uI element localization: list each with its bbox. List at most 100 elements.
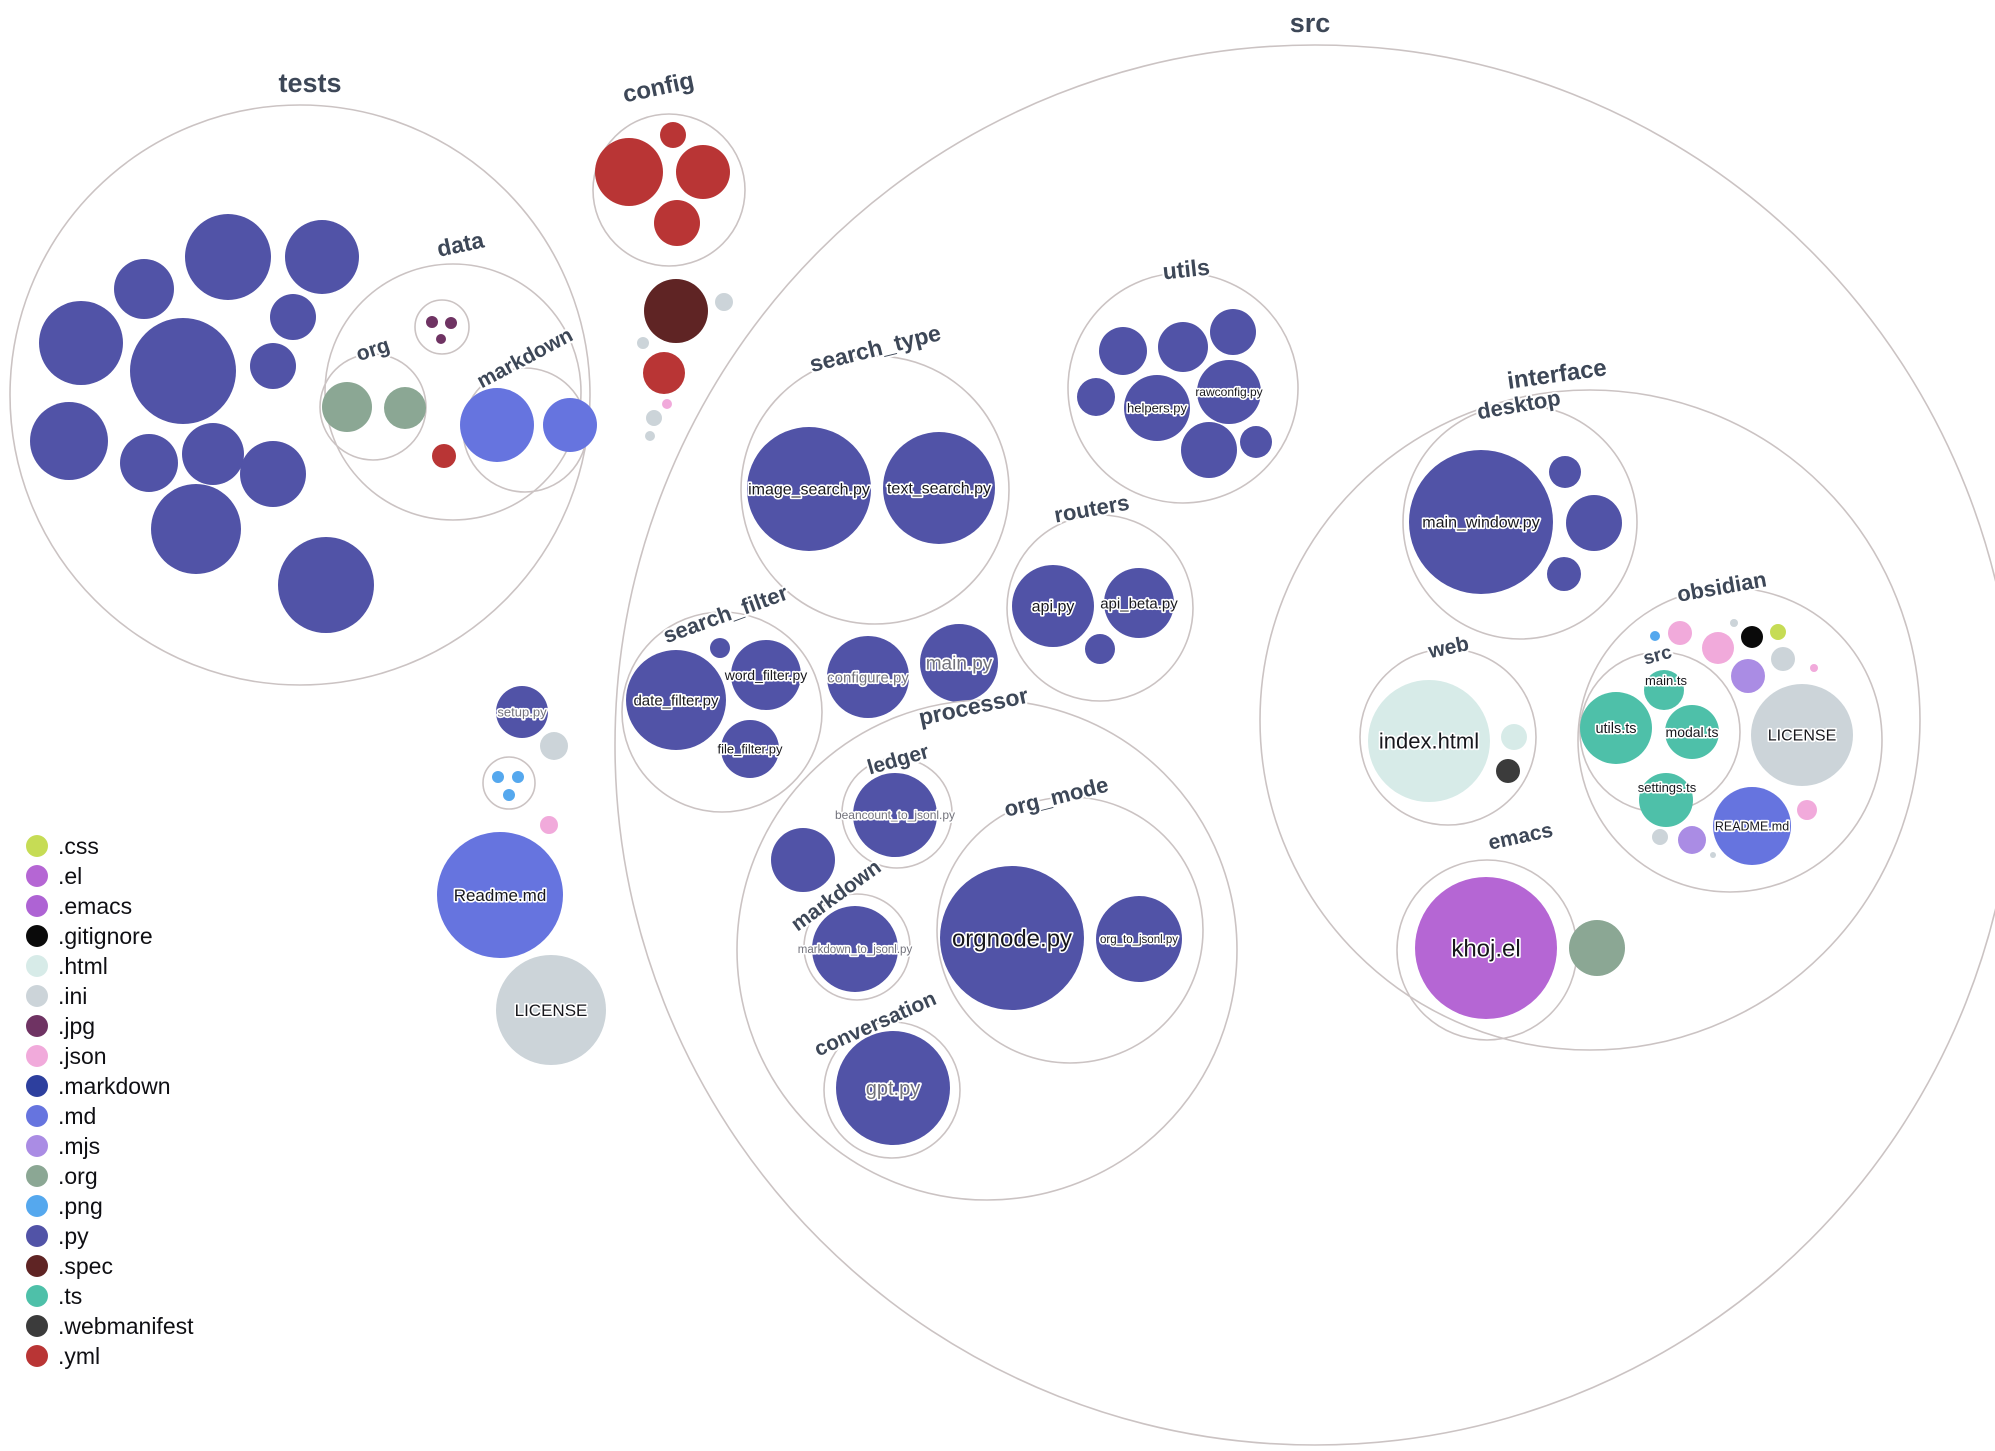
root-json-2: [540, 816, 558, 834]
web-webmanifest-1: [1496, 759, 1520, 783]
file-configure-py-label: configure.py: [827, 669, 909, 686]
file-obsidian-license-label: LICENSE: [1768, 728, 1836, 745]
legend-label-gitignore: .gitignore: [58, 923, 153, 949]
legend-label-jpg: .jpg: [58, 1013, 95, 1039]
root-png-2: [512, 771, 524, 783]
file-main-py: [920, 624, 998, 702]
tests-py-9: [120, 434, 178, 492]
legend-label-yml: .yml: [58, 1343, 100, 1369]
desktop-py-3: [1547, 557, 1581, 591]
file-main-ts: [1644, 670, 1684, 710]
file-file-filter-py: [721, 720, 779, 778]
root-json-1: [662, 399, 672, 409]
dir-search-type-label: search_type: [807, 319, 944, 377]
dir-desktop-circle: [1402, 404, 1638, 640]
dir-tests-label: tests: [278, 68, 341, 98]
legend-dot-png: [26, 1195, 48, 1217]
legend-dot-el: [26, 865, 48, 887]
file-obsidian-readme-md-label: README.md: [1715, 819, 1789, 833]
obsidian-json-4: [1797, 800, 1817, 820]
config-yml-2: [660, 122, 686, 148]
legend-dot-ts: [26, 1285, 48, 1307]
obsidian-mjs-1: [1731, 659, 1765, 693]
file-modal-ts-label: modal.ts: [1666, 724, 1719, 740]
legend-dot-jpg: [26, 1015, 48, 1037]
data-org-file-1: [322, 382, 372, 432]
data-md-1: [460, 388, 534, 462]
dir-search-filter-circle: [621, 611, 823, 813]
tests-py-10: [182, 423, 244, 485]
root-ini-5: [540, 732, 568, 760]
root-ini-2: [637, 337, 649, 349]
root-spec-file: [644, 279, 708, 343]
file-beancount-to-jsonl-py-label: beancount_to_jsonl.py: [835, 808, 955, 822]
dir-data-markdown-label: markdown: [473, 323, 577, 393]
utils-py-2: [1158, 322, 1208, 372]
legend-label-el: .el: [58, 863, 82, 889]
root-png-3: [503, 789, 515, 801]
tests-py-13: [278, 537, 374, 633]
file-khoj-el: [1415, 877, 1557, 1019]
file-date-filter-py-label: date_filter.py: [633, 692, 719, 709]
legend-label-json: .json: [58, 1043, 107, 1069]
file-readme-md: [437, 832, 563, 958]
tests-py-1: [185, 214, 271, 300]
file-helpers-py-label: helpers.py: [1127, 401, 1187, 416]
obsidian-mjs-2: [1678, 826, 1706, 854]
tests-py-11: [240, 441, 306, 507]
obsidian-json-1: [1668, 621, 1692, 645]
legend-label-ts: .ts: [58, 1283, 82, 1309]
legend-label-css: .css: [58, 833, 99, 859]
circles-layer: [9, 44, 1995, 1446]
file-text-search-py: [883, 432, 995, 544]
file-markdown-to-jsonl-py-label: markdown_to_jsonl.py: [798, 944, 913, 956]
legend-label-org: .org: [58, 1163, 98, 1189]
file-index-html-label: index.html: [1379, 729, 1479, 754]
config-yml-3: [676, 145, 730, 199]
routers-py-1: [1085, 634, 1115, 664]
data-md-2: [543, 398, 597, 452]
file-orgnode-py: [940, 866, 1084, 1010]
legend-dot-markdown: [26, 1075, 48, 1097]
file-index-html: [1368, 680, 1490, 802]
web-html-1: [1501, 724, 1527, 750]
legend-dot-mjs: [26, 1135, 48, 1157]
data-yml: [432, 444, 456, 468]
file-license-label: LICENSE: [515, 1001, 588, 1020]
file-rawconfig-py-label: rawconfig.py: [1195, 385, 1262, 399]
legend-dot-ini: [26, 985, 48, 1007]
legend: .css .el .emacs .gitignore .html .ini .jpg .jso…: [26, 833, 194, 1369]
file-readme-md-label: Readme.md: [454, 886, 547, 905]
legend-label-markdown: .markdown: [58, 1073, 170, 1099]
dir-tests-circle: [9, 104, 591, 686]
tests-py-7: [250, 343, 296, 389]
dir-data-label: data: [435, 226, 487, 261]
utils-py-4: [1077, 378, 1115, 416]
dir-ledger-circle: [841, 757, 953, 869]
desktop-py-2: [1566, 495, 1622, 551]
emacs-org-1: [1569, 920, 1625, 976]
file-utils-ts: [1580, 692, 1652, 764]
file-setup-py: [496, 686, 548, 738]
file-obsidian-readme-md: [1713, 787, 1791, 865]
legend-dot-webmanifest: [26, 1315, 48, 1337]
dir-org-mode-circle: [936, 796, 1204, 1064]
file-word-filter-py-label: word_filter.py: [724, 667, 807, 683]
dir-data-circle: [324, 263, 582, 521]
legend-label-html: .html: [58, 953, 108, 979]
dir-routers-label: routers: [1052, 490, 1131, 528]
root-yml: [643, 352, 685, 394]
file-org-to-jsonl-py: [1096, 896, 1182, 982]
file-main-window-py-label: main_window.py: [1422, 515, 1539, 532]
file-markdown-to-jsonl-py: [812, 906, 898, 992]
legend-dot-org: [26, 1165, 48, 1187]
dir-obsidian-src-label: src: [1641, 642, 1674, 670]
dir-emacs-label: emacs: [1486, 819, 1555, 855]
dir-utils-label: utils: [1161, 254, 1211, 285]
legend-dot-spec: [26, 1255, 48, 1277]
legend-label-py: .py: [58, 1223, 89, 1249]
obsidian-png-1: [1650, 631, 1660, 641]
utils-py-5: [1181, 422, 1237, 478]
legend-dot-yml: [26, 1345, 48, 1367]
file-main-window-py: [1409, 450, 1553, 594]
